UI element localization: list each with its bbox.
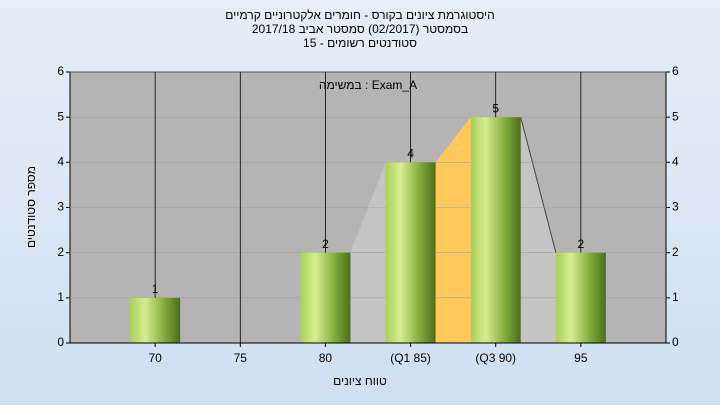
y-tick-label: 4: [57, 155, 64, 169]
y2-tick-label: 2: [672, 245, 679, 259]
annotation: במשימה : Exam_A: [319, 78, 417, 92]
bar: [130, 297, 181, 343]
quartile-area: [435, 117, 471, 344]
chart-title: היסטוגרמת ציונים בקורס - חומרים אלקטרוני…: [225, 8, 494, 22]
bar: [300, 252, 351, 343]
y-tick-label: 3: [57, 200, 64, 214]
chart-subtitle: סטודנטים רשומים - 15: [303, 36, 417, 50]
data-label: 2: [322, 237, 329, 251]
bar: [555, 252, 606, 343]
data-label: 4: [407, 147, 414, 161]
x-axis-label: טווח ציונים: [333, 374, 387, 388]
x-tick-label: (Q3 90): [475, 351, 516, 365]
y2-tick-label: 3: [672, 200, 679, 214]
y-tick-label: 6: [57, 64, 64, 78]
x-tick-label: 80: [319, 351, 333, 365]
y2-tick-label: 4: [672, 155, 679, 169]
data-label: 5: [492, 101, 499, 115]
y2-tick-label: 0: [672, 335, 679, 349]
y2-tick-label: 6: [672, 64, 679, 78]
y-tick-label: 5: [57, 109, 64, 123]
x-tick-label: 95: [574, 351, 588, 365]
x-tick-label: 75: [234, 351, 248, 365]
bar: [470, 117, 521, 344]
x-tick-label: 70: [148, 351, 162, 365]
y2-tick-label: 1: [672, 290, 679, 304]
data-label: 1: [152, 282, 159, 296]
y-tick-label: 0: [57, 335, 64, 349]
y-tick-label: 2: [57, 245, 64, 259]
data-label: 2: [578, 237, 585, 251]
y2-tick-label: 5: [672, 109, 679, 123]
y-tick-label: 1: [57, 290, 64, 304]
trend-line: [520, 117, 557, 253]
x-tick-label: (Q1 85): [390, 351, 431, 365]
chart-subtitle: בסמסטר (02/2017) סמסטר אביב 2017/18: [252, 22, 468, 36]
y-axis-label: מספר סטודנטים: [24, 166, 38, 248]
bar: [385, 162, 436, 343]
